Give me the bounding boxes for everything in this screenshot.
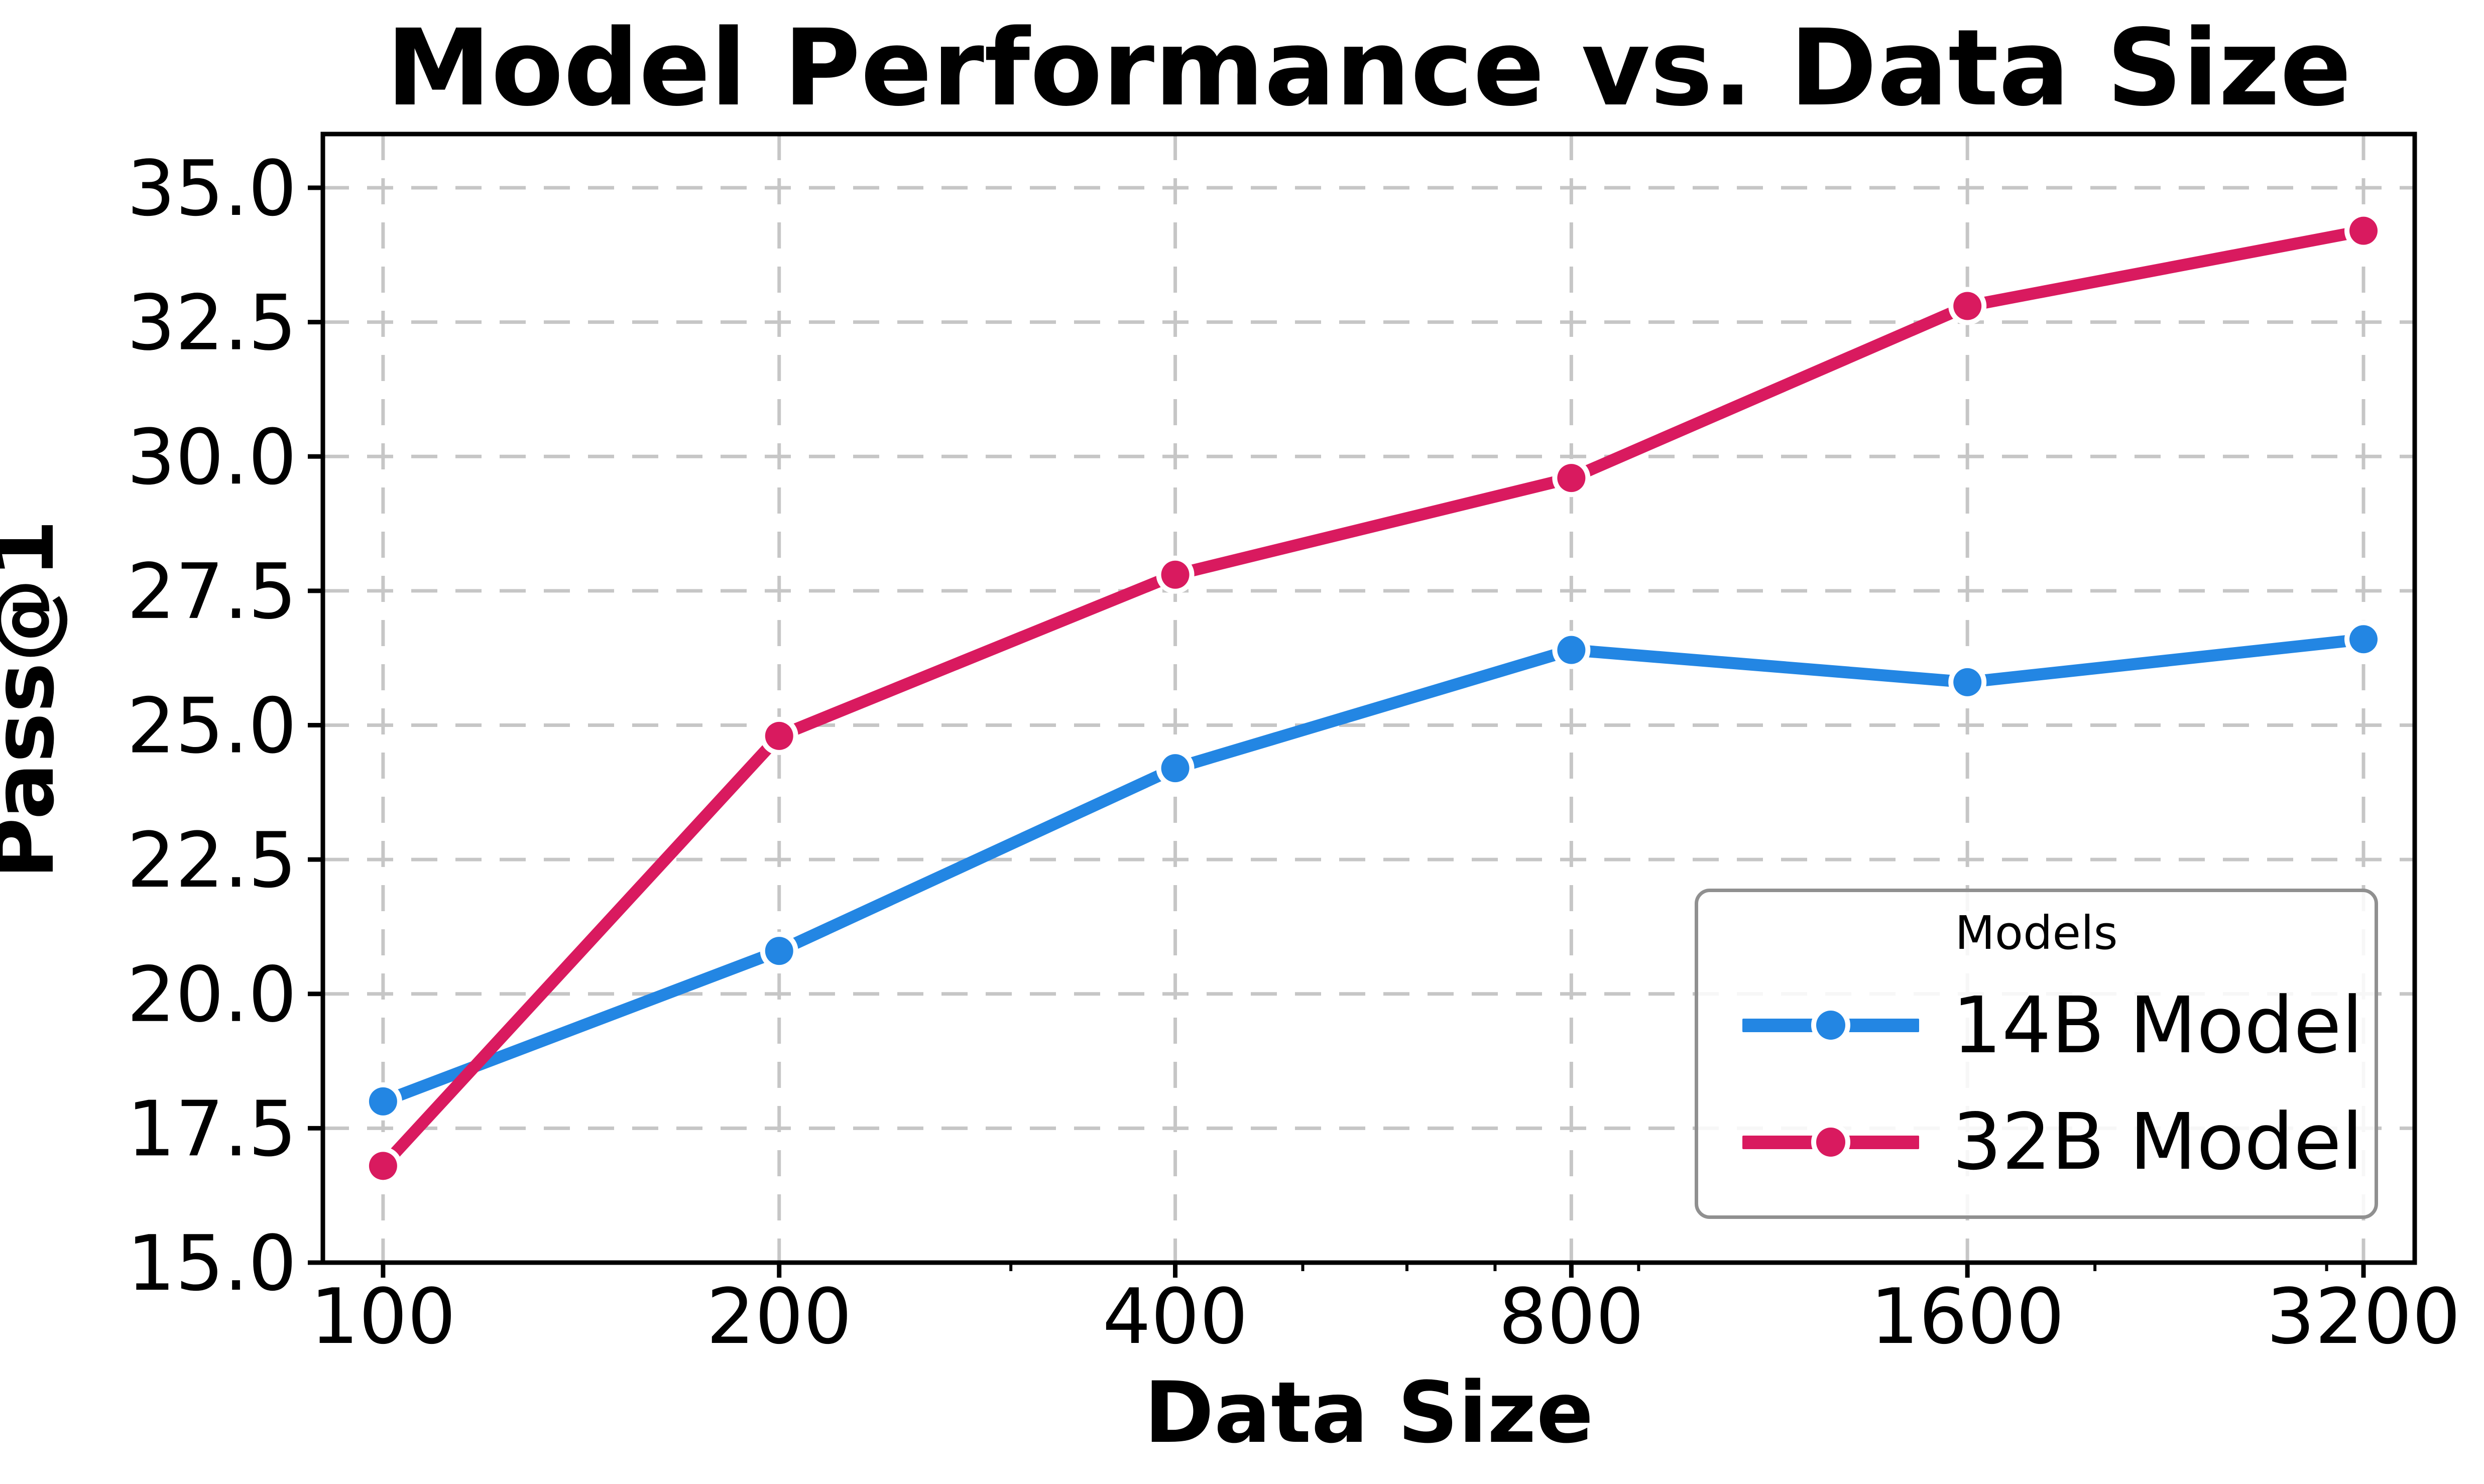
x-axis-label: Data Size xyxy=(1144,1364,1593,1462)
svg-text:17.5: 17.5 xyxy=(127,1084,297,1173)
legend: Models 14B Model 32B Model xyxy=(1695,889,2378,1219)
legend-marker-icon xyxy=(1816,1011,1845,1040)
svg-text:3200: 3200 xyxy=(2267,1272,2461,1361)
legend-sample-14b xyxy=(1742,1010,1919,1040)
legend-label-32b: 32B Model xyxy=(1952,1096,2363,1188)
legend-entry-32b-model: 32B Model xyxy=(1728,1084,2363,1201)
y-axis-label: Pass@1 xyxy=(0,520,73,880)
svg-text:400: 400 xyxy=(1102,1272,1248,1361)
svg-text:35.0: 35.0 xyxy=(127,144,297,233)
svg-text:27.5: 27.5 xyxy=(127,547,297,636)
plot-generated: 100 200 400 800 1600 3200 15.0 17.5 20.0 22.5 25.0… xyxy=(127,132,2461,1361)
legend-title: Models xyxy=(1955,906,2118,960)
svg-text:32.5: 32.5 xyxy=(127,279,297,367)
svg-text:800: 800 xyxy=(1498,1272,1644,1361)
legend-sample-32b xyxy=(1742,1127,1919,1157)
legend-marker-icon xyxy=(1816,1127,1845,1157)
svg-text:15.0: 15.0 xyxy=(127,1219,297,1308)
svg-text:25.0: 25.0 xyxy=(127,682,297,771)
chart-title: Model Performance vs. Data Size xyxy=(386,7,2351,130)
svg-text:200: 200 xyxy=(706,1272,852,1361)
legend-entry-14b-model: 14B Model xyxy=(1728,967,2363,1084)
svg-text:22.5: 22.5 xyxy=(127,816,297,905)
svg-text:1600: 1600 xyxy=(1870,1272,2065,1361)
svg-text:30.0: 30.0 xyxy=(127,413,297,502)
legend-label-14b: 14B Model xyxy=(1952,979,2363,1071)
svg-text:100: 100 xyxy=(310,1272,456,1361)
svg-text:20.0: 20.0 xyxy=(127,950,297,1039)
